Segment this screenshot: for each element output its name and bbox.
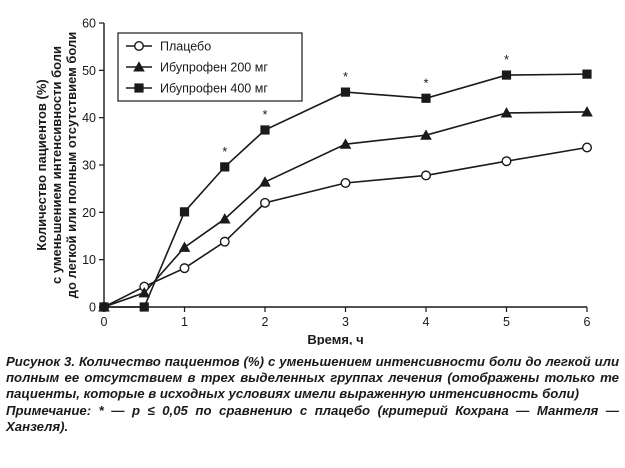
y-tick-label: 40 xyxy=(82,111,96,125)
caption-note: Примечание: * — p ≤ 0,05 по сравнению с … xyxy=(6,402,619,434)
data-point-ibuprofen-200 xyxy=(259,176,271,187)
data-point-ibuprofen-400 xyxy=(139,302,149,312)
significance-star: * xyxy=(423,75,428,90)
figure-caption: Рисунок 3. Количество пациентов (%) с ум… xyxy=(6,354,619,435)
data-point-placebo xyxy=(179,263,190,274)
data-point-placebo xyxy=(421,170,432,181)
significance-star: * xyxy=(504,52,509,67)
data-point-placebo xyxy=(219,236,230,247)
data-point-placebo xyxy=(260,197,271,208)
x-tick-label: 5 xyxy=(503,315,510,329)
data-point-ibuprofen-200 xyxy=(581,106,593,117)
y-tick-label: 30 xyxy=(82,159,96,173)
y-tick-label: 60 xyxy=(82,17,96,31)
y-axis-title-line: Количество пациентов (%) xyxy=(34,79,49,250)
legend-marker xyxy=(133,41,144,52)
data-point-ibuprofen-200 xyxy=(500,107,513,118)
significance-star: * xyxy=(343,69,348,84)
data-point-placebo xyxy=(501,156,512,167)
y-tick-label: 50 xyxy=(82,64,96,78)
data-point-placebo xyxy=(340,177,351,188)
data-point-ibuprofen-200 xyxy=(138,287,151,298)
chart-svg: Количество пациентов (%) с уменьшением ин… xyxy=(34,17,593,346)
caption-main: Рисунок 3. Количество пациентов (%) с ум… xyxy=(6,354,619,402)
data-point-ibuprofen-200 xyxy=(178,241,191,252)
data-point-ibuprofen-400 xyxy=(179,207,190,217)
data-point-ibuprofen-400 xyxy=(582,69,592,79)
legend-label: Ибупрофен 200 мг xyxy=(160,61,268,75)
data-point-ibuprofen-400 xyxy=(260,125,270,135)
legend-label: Плацебо xyxy=(160,40,211,54)
x-tick-label: 3 xyxy=(342,315,349,329)
y-tick-label: 0 xyxy=(89,301,96,315)
series-line-placebo xyxy=(103,146,588,308)
legend-marker xyxy=(133,61,145,72)
x-tick-label: 1 xyxy=(181,315,188,329)
chart-legend: Плацебо Ибупрофен 200 мг Ибупрофен 400 мг xyxy=(117,32,303,102)
data-point-ibuprofen-400 xyxy=(340,87,351,97)
x-tick-label: 6 xyxy=(584,315,591,329)
x-tick-label: 4 xyxy=(423,315,430,329)
y-axis-title-line: до легкой или полным отсутствием боли xyxy=(64,32,79,299)
chart-series xyxy=(98,69,593,313)
y-tick-label: 10 xyxy=(82,253,96,267)
x-axis-title: Время, ч xyxy=(307,332,363,345)
data-point-ibuprofen-200 xyxy=(420,129,432,140)
x-tick-label: 0 xyxy=(101,315,108,329)
data-point-ibuprofen-200 xyxy=(339,138,352,149)
data-point-ibuprofen-400 xyxy=(99,302,109,312)
data-point-placebo xyxy=(582,142,593,153)
significance-star: * xyxy=(262,107,267,122)
significance-star: * xyxy=(222,144,227,159)
y-axis-title-line: с уменьшением интенсивности боли xyxy=(49,46,64,284)
chart-axes: 0 10 20 30 40 50 60 0 1 2 3 4 5 6 Время, ч xyxy=(82,17,590,346)
legend-label: Ибупрофен 400 мг xyxy=(160,82,268,96)
chart-figure: Количество пациентов (%) с уменьшением ин… xyxy=(34,17,593,346)
y-tick-label: 20 xyxy=(82,206,96,220)
significance-markers: * * * * * xyxy=(222,52,509,159)
x-tick-label: 2 xyxy=(262,315,269,329)
data-point-ibuprofen-400 xyxy=(220,162,230,172)
data-point-ibuprofen-400 xyxy=(421,93,431,103)
legend-marker xyxy=(134,83,144,93)
y-axis-title: Количество пациентов (%) с уменьшением ин… xyxy=(34,32,79,299)
data-point-ibuprofen-200 xyxy=(218,213,231,224)
data-point-ibuprofen-400 xyxy=(501,70,512,80)
